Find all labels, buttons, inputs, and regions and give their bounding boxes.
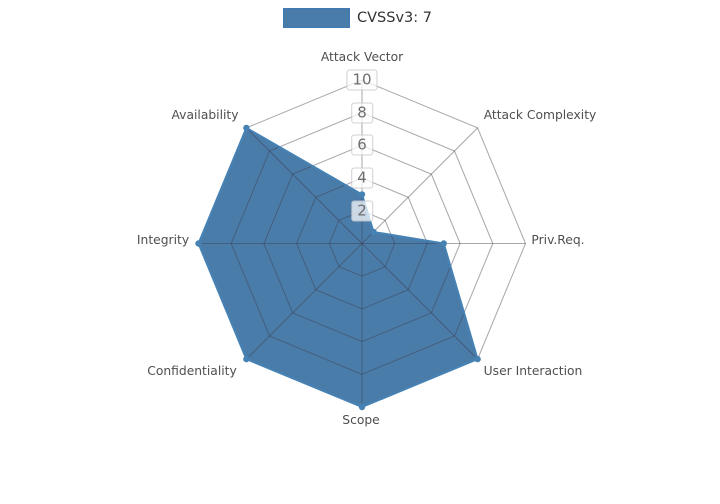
data-point-marker	[370, 228, 377, 236]
data-point-marker	[440, 240, 447, 247]
radial-tick-4: 4	[351, 167, 373, 189]
radar-grid-ring	[296, 177, 428, 310]
radar-grid-ring	[230, 112, 494, 375]
data-point-marker	[195, 240, 202, 247]
radar-spoke	[246, 127, 363, 244]
axis-label-user-interaction: User Interaction	[483, 364, 583, 378]
radial-tick-6: 6	[351, 134, 373, 156]
legend: CVSSv3: 7	[283, 8, 432, 28]
data-point-marker	[243, 124, 250, 132]
radar-grid-ring	[263, 144, 461, 343]
data-point-marker	[358, 191, 366, 198]
axis-label-attack-complexity: Attack Complexity	[483, 108, 597, 122]
data-point-marker	[358, 403, 366, 411]
axis-label-attack-vector: Attack Vector	[320, 50, 404, 64]
radar-spoke	[361, 243, 478, 360]
radar-spoke	[246, 243, 363, 360]
radar-grid-ring	[328, 210, 396, 277]
axis-label-availability: Availability	[171, 108, 239, 122]
legend-swatch	[283, 8, 350, 28]
data-point-marker	[243, 355, 250, 363]
axis-label-priv-req: Priv.Req.	[531, 233, 585, 247]
radar-spoke	[361, 127, 478, 244]
cvss-data-fill	[198, 127, 478, 407]
axis-label-integrity: Integrity	[136, 233, 190, 247]
radial-tick-2: 2	[351, 200, 373, 222]
radial-tick-8: 8	[351, 102, 373, 124]
axis-label-confidentiality: Confidentiality	[147, 364, 237, 378]
data-point-marker	[474, 355, 481, 363]
axis-label-scope: Scope	[342, 413, 380, 427]
legend-label: CVSSv3: 7	[357, 10, 432, 26]
radial-tick-10: 10	[346, 69, 378, 91]
